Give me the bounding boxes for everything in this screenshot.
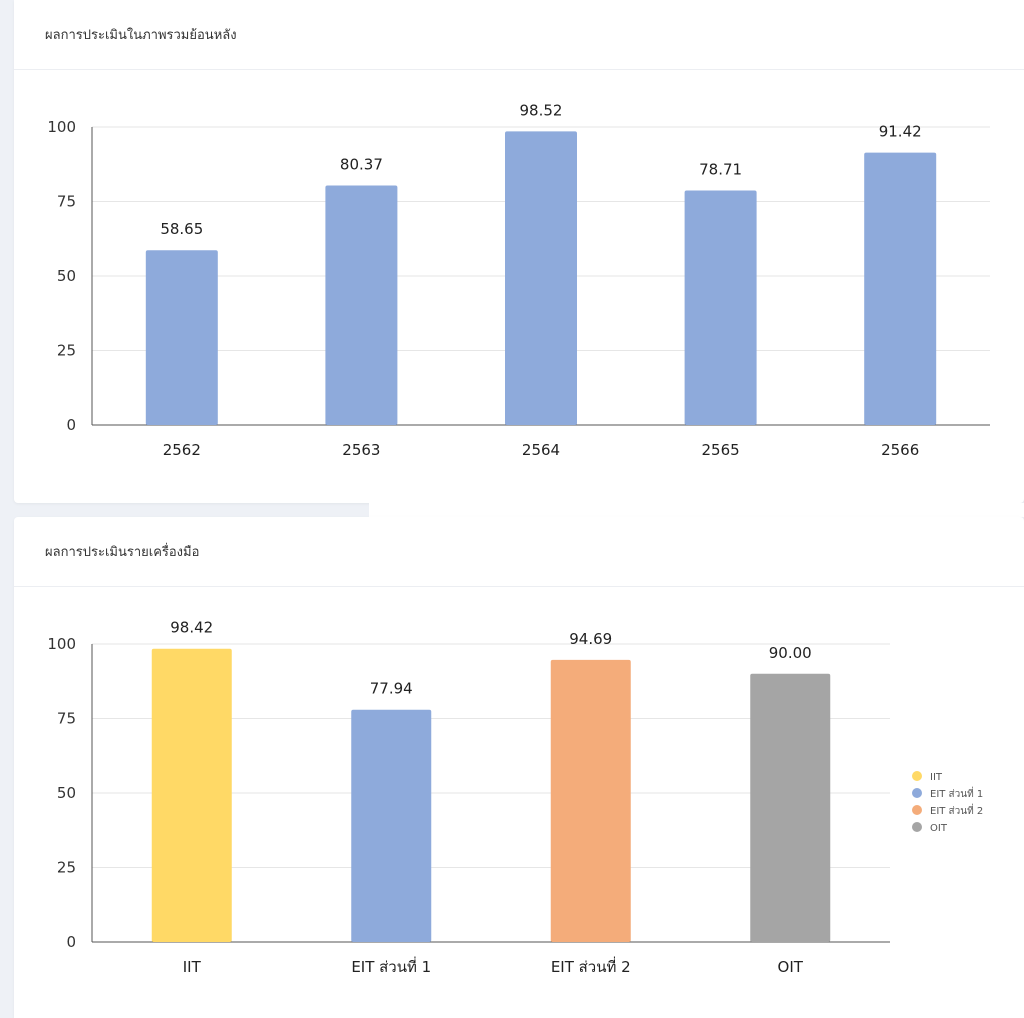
tools-bar-chart: 0 25 50 75 100 98.42 IIT 77.94 EIT ส่วนที่ 1 94.6… xyxy=(47,619,983,976)
legend-marker xyxy=(912,788,922,798)
legend-label: IIT xyxy=(930,772,943,783)
x-tick-label: 2566 xyxy=(881,441,919,459)
x-tick-label: 2564 xyxy=(522,441,560,459)
x-tick-label: OIT xyxy=(778,958,804,976)
data-label: 80.37 xyxy=(340,155,383,173)
x-tick-label: 2562 xyxy=(163,441,201,459)
data-label: 90.00 xyxy=(769,644,812,662)
legend-label: EIT ส่วนที่ 2 xyxy=(930,803,983,817)
legend-label: EIT ส่วนที่ 1 xyxy=(930,786,983,800)
y-tick-label: 75 xyxy=(57,710,76,728)
y-tick-label: 100 xyxy=(47,635,76,653)
x-tick-label: 2565 xyxy=(702,441,740,459)
page-background xyxy=(0,0,14,1018)
bar xyxy=(864,152,937,425)
legend-marker xyxy=(912,805,922,815)
x-tick-label: 2563 xyxy=(342,441,380,459)
data-label: 58.65 xyxy=(160,220,203,238)
bar xyxy=(351,709,432,942)
y-tick-label: 50 xyxy=(57,784,76,802)
bar xyxy=(750,673,831,942)
legend-marker xyxy=(912,771,922,781)
tools-chart-card: ผลการประเมินรายเครื่องมือ 0 25 50 75 100 98.4… xyxy=(14,517,1024,1018)
bar xyxy=(151,648,232,942)
data-label: 98.52 xyxy=(520,101,563,119)
y-tick-label: 25 xyxy=(57,859,76,877)
bar xyxy=(505,131,577,425)
history-bar-chart: 0 25 50 75 100 58.65 2562 80.37 2563 98.52 2564 78.… xyxy=(47,101,990,459)
bar xyxy=(550,659,631,942)
x-tick-label: EIT ส่วนที่ 2 xyxy=(551,956,631,976)
bar xyxy=(684,190,757,425)
data-label: 77.94 xyxy=(370,680,413,698)
data-label: 78.71 xyxy=(699,160,742,178)
legend-label: OIT xyxy=(930,823,948,834)
data-label: 91.42 xyxy=(879,123,922,141)
data-label: 94.69 xyxy=(569,630,612,648)
x-tick-label: EIT ส่วนที่ 1 xyxy=(351,956,431,976)
history-chart-card: ผลการประเมินในภาพรวมย้อนหลัง 0 25 50 75 100 5… xyxy=(14,0,1024,503)
legend-marker xyxy=(912,822,922,832)
card-title: ผลการประเมินรายเครื่องมือ xyxy=(14,517,1024,587)
bar xyxy=(145,250,218,425)
bar xyxy=(325,185,398,425)
y-tick-label: 75 xyxy=(57,193,76,211)
card-gap xyxy=(369,503,1024,517)
x-tick-label: IIT xyxy=(183,958,202,976)
y-tick-label: 100 xyxy=(47,118,76,136)
y-tick-label: 50 xyxy=(57,267,76,285)
y-tick-label: 25 xyxy=(57,342,76,360)
y-tick-label: 0 xyxy=(66,416,76,434)
card-title: ผลการประเมินในภาพรวมย้อนหลัง xyxy=(14,0,1024,70)
y-tick-label: 0 xyxy=(66,933,76,951)
data-label: 98.42 xyxy=(170,619,213,637)
